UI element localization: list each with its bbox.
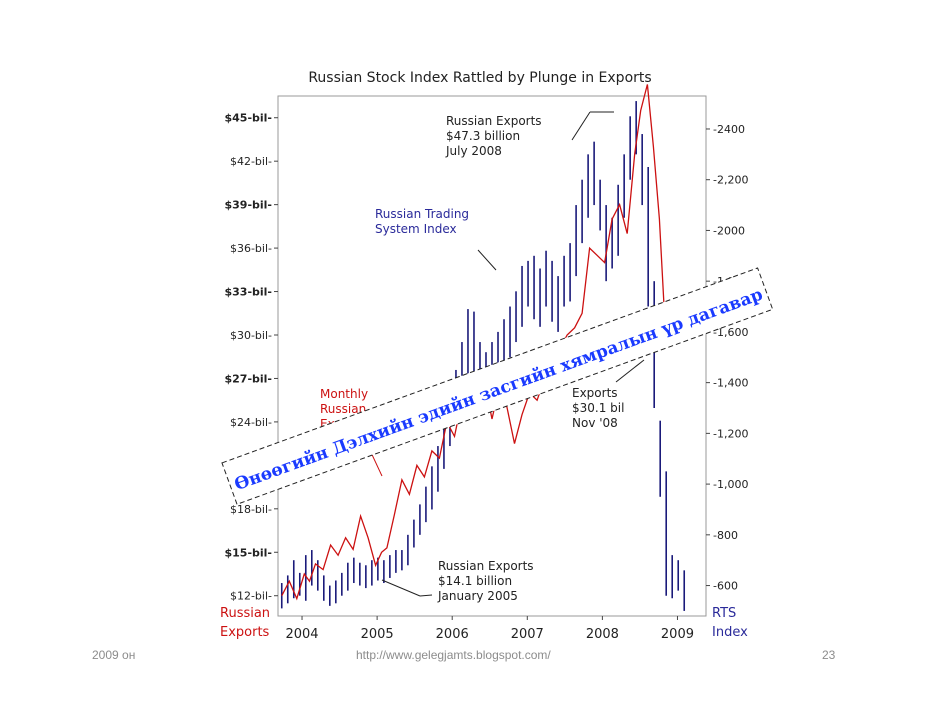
right-tick-label: -800: [713, 529, 738, 542]
monthly-annotation: Monthly: [320, 387, 368, 401]
monthly-annotation: Russian: [320, 402, 366, 416]
nov-annotation: Nov '08: [572, 416, 618, 430]
right-tick-label: -600: [713, 580, 738, 593]
chart-title: Russian Stock Index Rattled by Plunge in…: [308, 70, 651, 86]
peak-leader: [571, 111, 591, 141]
jan-leader: [381, 579, 421, 597]
plot-area: $12-bil-$15-bil-$18-bil-$21-bil-$24-bil-…: [220, 84, 774, 642]
left-tick-label: $33-bil-: [224, 286, 272, 299]
left-tick-label: $30-bil-: [230, 329, 272, 342]
right-tick-label: -2000: [713, 224, 745, 237]
peak-annotation: July 2008: [445, 144, 502, 158]
nov-leader: [615, 359, 645, 383]
x-tick-label: 2005: [361, 627, 394, 642]
rts-annotation: System Index: [375, 222, 457, 236]
left-tick-label: $15-bil-: [224, 546, 272, 559]
right-axis-label-2: Index: [712, 625, 748, 640]
right-tick-label: -1,400: [713, 377, 748, 390]
left-tick-label: $18-bil-: [230, 503, 272, 516]
right-tick-label: -2,200: [713, 174, 748, 187]
rts-leader: [477, 249, 497, 271]
right-tick-label: -1,000: [713, 478, 748, 491]
jan-annotation: $14.1 billion: [438, 574, 512, 588]
right-axis-label-1: RTS: [712, 606, 736, 621]
footer-date: 2009 он: [92, 648, 136, 662]
rts-annotation: Russian Trading: [375, 207, 469, 221]
jan-annotation: January 2005: [437, 589, 518, 603]
left-tick-label: $27-bil-: [224, 372, 272, 385]
overlay-banner: [221, 267, 774, 505]
left-axis-label-1: Russian: [220, 606, 270, 621]
footer-url[interactable]: http://www.gelegjamts.blogspot.com/: [356, 648, 551, 662]
x-tick-label: 2008: [586, 627, 619, 642]
nov-annotation: $30.1 bil: [572, 401, 624, 415]
left-tick-label: $24-bil-: [230, 416, 272, 429]
jan-leader: [419, 594, 433, 597]
x-tick-label: 2004: [285, 627, 318, 642]
left-tick-label: $12-bil-: [230, 590, 272, 603]
peak-annotation: Russian Exports: [446, 114, 542, 128]
peak-annotation: $47.3 billion: [446, 129, 520, 143]
right-tick-label: -1,200: [713, 427, 748, 440]
right-tick-label: -2400: [713, 123, 745, 136]
x-tick-label: 2007: [511, 627, 544, 642]
nov-annotation: Exports: [572, 386, 618, 400]
left-axis-label-2: Exports: [220, 625, 270, 640]
left-tick-label: $36-bil-: [230, 242, 272, 255]
x-tick-label: 2009: [661, 627, 694, 642]
left-tick-label: $39-bil-: [224, 199, 272, 212]
left-tick-label: $45-bil-: [224, 112, 272, 125]
left-tick-label: $42-bil-: [230, 155, 272, 168]
right-tick-label: -1,600: [713, 326, 748, 339]
jan-annotation: Russian Exports: [438, 559, 534, 573]
page-number: 23: [822, 648, 836, 662]
x-tick-label: 2006: [436, 627, 469, 642]
